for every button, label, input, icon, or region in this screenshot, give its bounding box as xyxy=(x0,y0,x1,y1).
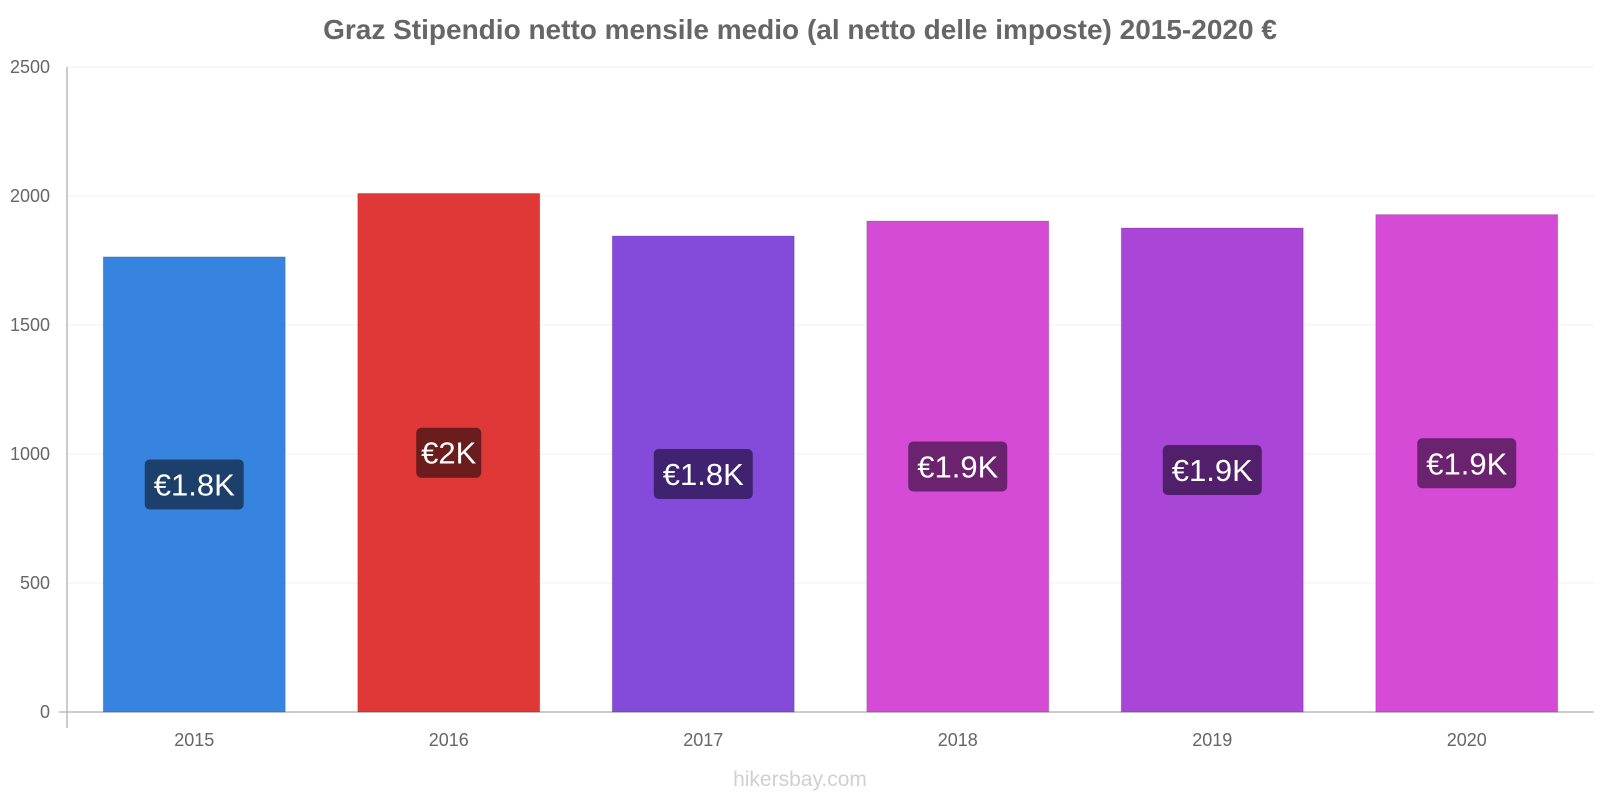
data-label: €1.9K xyxy=(1426,446,1507,481)
y-tick-label: 2500 xyxy=(10,57,50,77)
axes: 0 500 1000 1500 2000 2500 2015 2016 2017 2018 2019… xyxy=(10,57,1594,750)
data-label: €1.8K xyxy=(154,467,235,502)
data-label: €1.9K xyxy=(917,450,998,485)
gridlines xyxy=(67,66,1594,584)
data-label-box xyxy=(416,427,482,478)
data-labels: €1.8K €2K €1.8K €1.9K €1.9K €1.9K xyxy=(144,427,1517,510)
x-tick-label: 2019 xyxy=(1192,730,1232,750)
data-label: €1.8K xyxy=(663,457,744,492)
x-tick-label: 2017 xyxy=(683,730,723,750)
data-label: €1.9K xyxy=(1172,453,1253,488)
x-tick-label: 2016 xyxy=(429,730,469,750)
y-tick-label: 0 xyxy=(40,702,50,722)
y-tick-label: 1000 xyxy=(10,444,50,464)
data-label-box xyxy=(653,448,753,499)
data-label-box xyxy=(144,459,244,510)
y-tick-label: 2000 xyxy=(10,186,50,206)
watermark: hikersbay.com xyxy=(733,768,867,791)
data-label-box xyxy=(1162,444,1262,495)
y-tick-label: 1500 xyxy=(10,315,50,335)
y-tick-label: 500 xyxy=(20,573,50,593)
data-label: €2K xyxy=(421,436,476,471)
chart-title: Graz Stipendio netto mensile medio (al n… xyxy=(323,14,1277,45)
x-tick-label: 2020 xyxy=(1447,730,1487,750)
x-tick-label: 2018 xyxy=(938,730,978,750)
x-tick-label: 2015 xyxy=(174,730,214,750)
data-label-box xyxy=(1417,438,1517,489)
bars xyxy=(102,192,1559,713)
data-label-box xyxy=(908,441,1008,492)
